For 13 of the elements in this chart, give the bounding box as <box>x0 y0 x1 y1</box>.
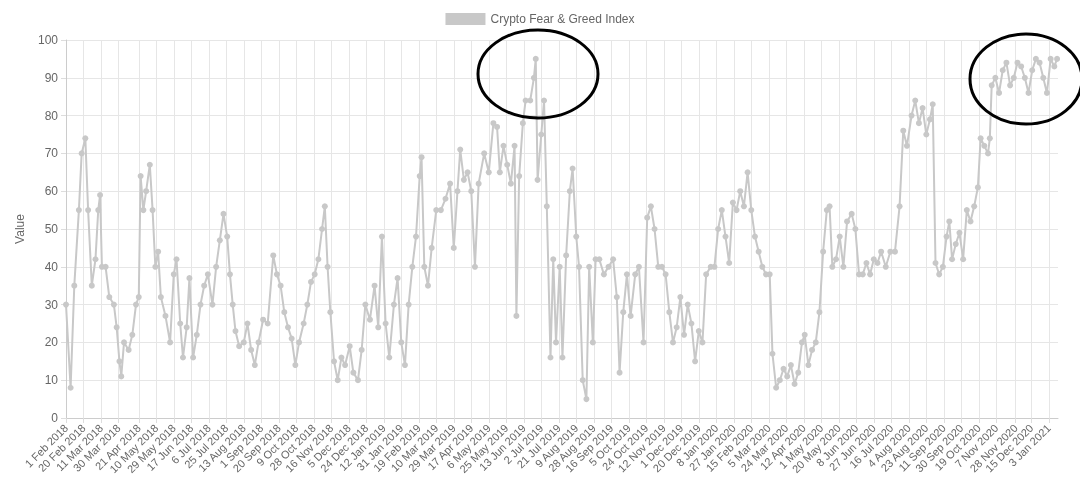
y-tick-label: 60 <box>44 184 59 199</box>
y-tick-label: 0 <box>51 411 59 425</box>
y-tick-label: 80 <box>44 108 59 123</box>
y-tick-label: 100 <box>37 33 59 47</box>
y-tick-label: 10 <box>44 373 59 388</box>
y-tick-label: 70 <box>44 146 59 161</box>
y-axis-title: Value <box>13 213 27 244</box>
legend-label: Crypto Fear & Greed Index <box>490 12 635 26</box>
y-tick-label: 30 <box>44 297 59 312</box>
y-tick-label: 50 <box>44 222 59 236</box>
y-tick-label: 40 <box>44 259 59 274</box>
y-tick-label: 20 <box>44 335 59 350</box>
y-tick-label: 90 <box>44 70 59 85</box>
